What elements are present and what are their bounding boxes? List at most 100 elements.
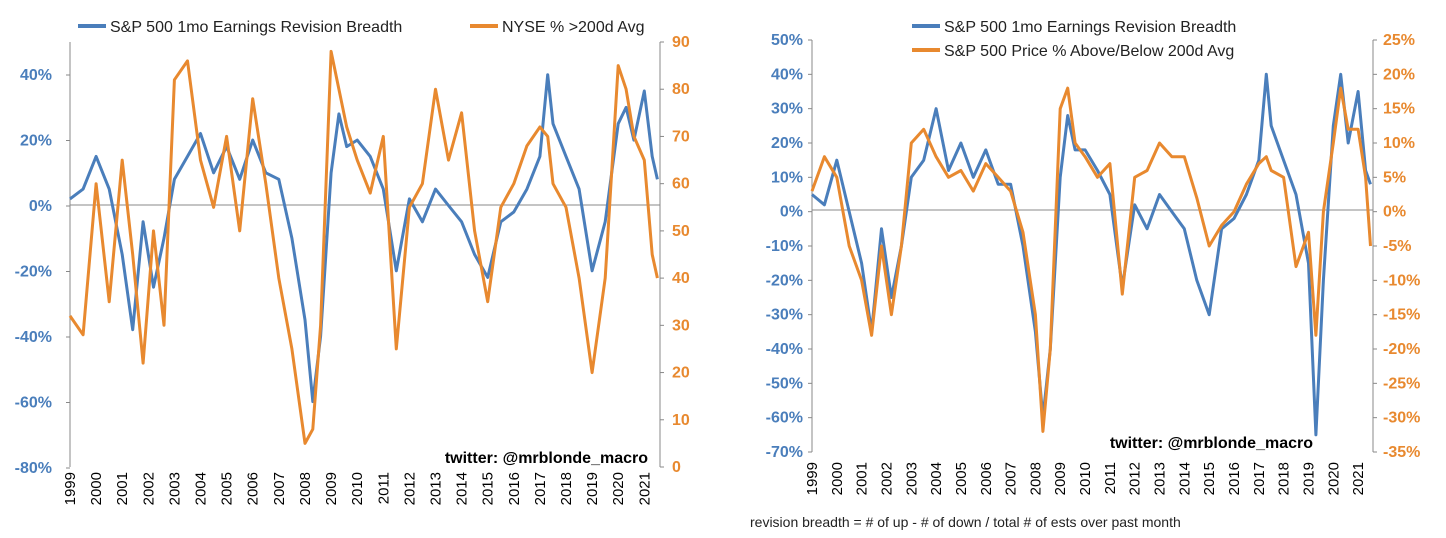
x-tick-label: 2007 [1003,462,1020,495]
right-tick-label: 70 [672,128,690,145]
x-tick-label: 2021 [636,472,653,505]
legend-label: S&P 500 1mo Earnings Revision Breadth [110,19,402,36]
x-tick-label: 2013 [427,472,444,505]
left-tick-label: -40% [15,329,52,346]
x-tick-label: 2003 [903,462,920,495]
left-tick-label: 20% [20,133,52,150]
x-tick-label: 2004 [928,462,945,495]
x-tick-label: 2008 [297,472,314,505]
x-tick-label: 2011 [1102,462,1119,494]
right-tick-label: 0% [1383,204,1406,221]
x-tick-label: 2019 [584,472,601,505]
right-tick-label: -30% [1383,410,1420,427]
x-tick-label: 2018 [558,472,575,505]
x-tick-label: 2012 [401,472,418,505]
chart-left: 40% 20% 0% -20% -40% -60% -80% 90 80 70 60 50 40 30 20… [15,19,690,505]
x-tick-label: 2012 [1127,462,1144,495]
right-tick-label: -5% [1383,238,1411,255]
left-tick-label: -40% [766,341,803,358]
watermark: twitter: @mrblonde_macro [445,450,648,467]
right-tick-label: -10% [1383,272,1420,289]
left-tick-label: -80% [15,460,52,477]
legend-label: NYSE % >200d Avg [502,19,644,36]
left-tick-label: -10% [766,238,803,255]
x-tick-label: 2011 [375,472,392,504]
x-tick-label: 2020 [610,472,627,505]
left-tick-label: 0% [29,198,52,215]
left-tick-label: -50% [766,375,803,392]
left-tick-label: -70% [766,444,803,461]
right-tick-label: 10 [672,412,690,429]
left-tick-label: 50% [771,32,803,49]
left-tick-label: 10% [771,169,803,186]
left-tick-label: -30% [766,307,803,324]
series-line [68,49,659,445]
left-tick-label: -60% [15,395,52,412]
x-tick-label: 2014 [454,472,471,505]
left-tick-label: 20% [771,135,803,152]
x-tick-label: 2001 [854,462,871,495]
x-tick-label: 2008 [1027,462,1044,495]
x-tick-label: 2007 [271,472,288,505]
x-tick-label: 2004 [193,472,210,505]
legend-label: S&P 500 1mo Earnings Revision Breadth [944,19,1236,36]
right-tick-label: 15% [1383,101,1415,118]
x-tick-label: 2005 [953,462,970,495]
left-tick-label: 0% [780,204,803,221]
x-tick-label: 2013 [1152,462,1169,495]
x-tick-label: 2000 [829,462,846,495]
x-tick-label: 2018 [1276,462,1293,495]
right-tick-label: -25% [1383,375,1420,392]
x-tick-label: 2015 [480,472,497,505]
right-tick-label: -35% [1383,444,1420,461]
x-tick-label: 2005 [219,472,236,505]
x-tick-label: 2000 [88,472,105,505]
right-tick-label: 40 [672,270,690,287]
series-line [69,73,659,404]
left-tick-label: -60% [766,410,803,427]
legend-label: S&P 500 Price % Above/Below 200d Avg [944,43,1234,60]
x-tick-label: 2009 [1052,462,1069,495]
watermark: twitter: @mrblonde_macro [1110,435,1313,452]
right-tick-label: -20% [1383,341,1420,358]
series-line [810,86,1372,433]
right-tick-label: 10% [1383,135,1415,152]
left-tick-label: 40% [771,66,803,83]
footnote: revision breadth = # of up - # of down /… [750,514,1181,530]
x-tick-label: 2009 [323,472,340,505]
x-tick-label: 2021 [1350,462,1367,495]
chart-right: 50% 40% 30% 20% 10% 0% -10% -20% -30% -40% -50% -60… [750,19,1420,530]
x-tick-label: 2014 [1176,462,1193,495]
left-tick-label: -20% [15,264,52,281]
x-tick-label: 2006 [245,472,262,505]
right-tick-label: 60 [672,176,690,193]
x-tick-label: 2001 [114,472,131,505]
x-tick-label: 2002 [140,472,157,505]
x-tick-label: 2006 [978,462,995,495]
left-tick-label: 40% [20,67,52,84]
right-tick-label: 20 [672,365,690,382]
right-tick-label: 20% [1383,66,1415,83]
x-tick-label: 2002 [878,462,895,495]
series-line [811,72,1372,437]
x-tick-label: 2003 [166,472,183,505]
x-tick-label: 2017 [532,472,549,505]
x-tick-label: 2016 [1226,462,1243,495]
left-tick-label: 30% [771,101,803,118]
right-tick-label: 0 [672,459,681,476]
left-tick-label: -20% [766,272,803,289]
x-tick-label: 2010 [1077,462,1094,495]
right-tick-label: 5% [1383,169,1406,186]
x-tick-label: 2020 [1325,462,1342,495]
right-tick-label: 25% [1383,32,1415,49]
x-tick-label: 2016 [506,472,523,505]
right-tick-label: -15% [1383,307,1420,324]
right-tick-label: 90 [672,34,690,51]
x-tick-label: 1999 [62,472,79,505]
right-tick-label: 50 [672,223,690,240]
x-tick-label: 2015 [1201,462,1218,495]
x-tick-label: 2010 [349,472,366,505]
x-tick-label: 2019 [1300,462,1317,495]
right-tick-label: 30 [672,317,690,334]
